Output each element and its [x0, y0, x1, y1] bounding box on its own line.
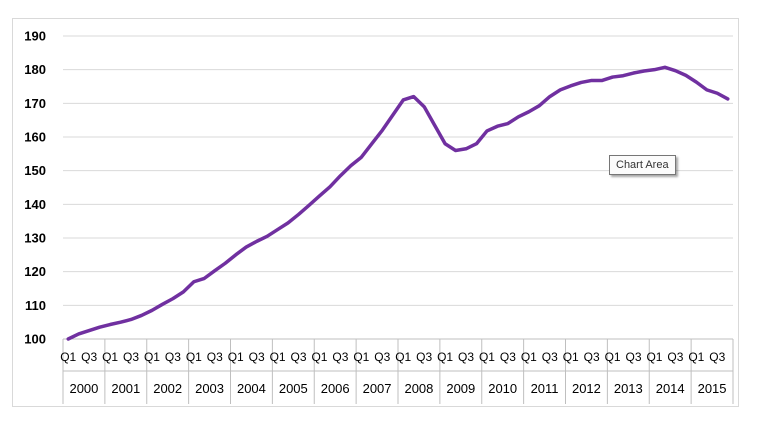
- x-tick-label: Q3: [249, 350, 265, 364]
- y-tick-label: 190: [24, 29, 46, 44]
- x-tick-label: Q3: [165, 350, 181, 364]
- y-tick-label: 160: [24, 130, 46, 145]
- x-tick-label: Q1: [353, 350, 369, 364]
- y-tick-label: 100: [24, 332, 46, 347]
- x-tick-label: Q3: [81, 350, 97, 364]
- x-tick-label: Q1: [311, 350, 327, 364]
- year-label: 2011: [531, 381, 559, 396]
- y-tick-label: 140: [24, 197, 46, 212]
- x-tick-label: Q3: [416, 350, 432, 364]
- x-tick-label: Q3: [709, 350, 725, 364]
- x-tick-label: Q1: [521, 350, 537, 364]
- x-tick-label: Q3: [458, 350, 474, 364]
- series-group: [66, 65, 730, 341]
- x-tick-label: Q1: [563, 350, 579, 364]
- x-tick-label: Q3: [291, 350, 307, 364]
- x-tick-label: Q1: [646, 350, 662, 364]
- x-tick-label: Q3: [332, 350, 348, 364]
- x-tick-label: Q1: [228, 350, 244, 364]
- x-tick-label: Q1: [102, 350, 118, 364]
- year-label: 2008: [404, 381, 433, 396]
- year-label: 2010: [488, 381, 517, 396]
- x-tick-label: Q3: [667, 350, 683, 364]
- chart-area[interactable]: [12, 18, 739, 407]
- x-axis: Q1 Q3 2000 Q1 Q3 2001 Q1 Q3 2002 Q1 Q3 2003 Q1 Q3 2004…: [60, 338, 734, 404]
- year-label: 2003: [195, 381, 224, 396]
- x-tick-label: Q1: [270, 350, 286, 364]
- x-tick-label: Q3: [542, 350, 558, 364]
- y-tick-label: 130: [24, 231, 46, 246]
- y-tick-label: 120: [24, 264, 46, 279]
- year-label: 2004: [237, 381, 266, 396]
- x-tick-label: Q3: [626, 350, 642, 364]
- x-tick-label: Q3: [374, 350, 390, 364]
- year-label: 2005: [279, 381, 308, 396]
- x-tick-label: Q3: [207, 350, 223, 364]
- y-tick-label: 170: [24, 96, 46, 111]
- grid-lines: [63, 35, 733, 306]
- y-tick-label: 110: [25, 298, 46, 313]
- year-label: 2013: [614, 381, 643, 396]
- x-tick-label: Q3: [123, 350, 139, 364]
- year-label: 2015: [698, 381, 727, 396]
- year-label: 2014: [656, 381, 685, 396]
- y-tick-label: 150: [24, 163, 46, 178]
- x-tick-label: Q1: [605, 350, 621, 364]
- x-tick-label: Q1: [479, 350, 495, 364]
- year-label: 2000: [69, 381, 98, 396]
- y-axis: 100 110 120 130 140 150 160 170 180 190: [24, 29, 46, 347]
- x-tick-label: Q1: [437, 350, 453, 364]
- x-tick-label: Q3: [500, 350, 516, 364]
- x-tick-label: Q1: [688, 350, 704, 364]
- x-tick-label: Q1: [395, 350, 411, 364]
- chart-area-tooltip: Chart Area: [609, 155, 676, 175]
- year-label: 2007: [363, 381, 392, 396]
- x-tick-label: Q1: [144, 350, 160, 364]
- year-label: 2006: [321, 381, 350, 396]
- year-label: 2002: [153, 381, 182, 396]
- year-label: 2009: [446, 381, 475, 396]
- x-tick-label: Q1: [186, 350, 202, 364]
- year-label: 2001: [111, 381, 140, 396]
- x-tick-label: Q3: [584, 350, 600, 364]
- year-label: 2012: [572, 381, 601, 396]
- series-line: [66, 65, 730, 341]
- x-tick-label: Q1: [60, 350, 76, 364]
- y-tick-label: 180: [24, 62, 46, 77]
